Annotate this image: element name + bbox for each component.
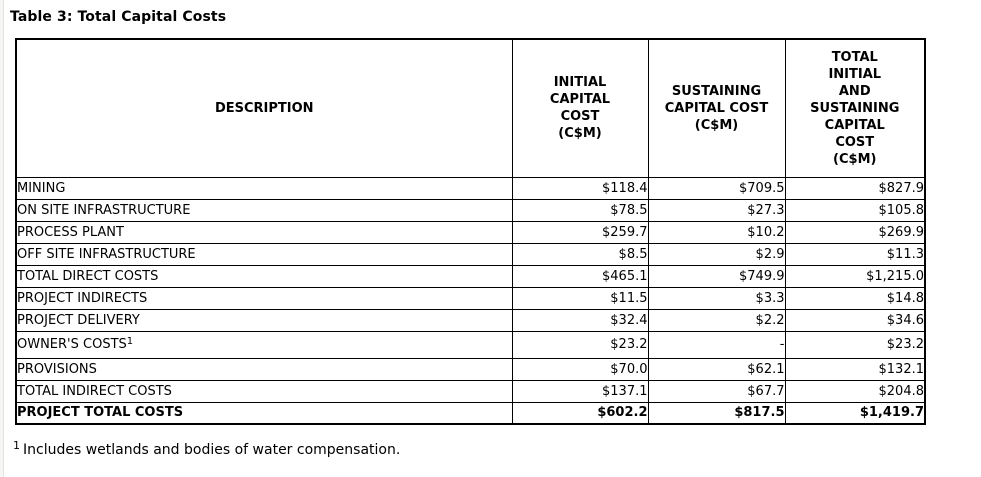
sustaining-cost-value: $2.9: [647, 242, 786, 266]
row-description: OFF SITE INFRASTRUCTURE: [15, 242, 513, 266]
row-description: TOTAL INDIRECT COSTS: [15, 379, 513, 403]
row-description: OWNER'S COSTS1: [15, 330, 513, 359]
row-description: PROJECT DELIVERY: [15, 308, 513, 332]
footnote-reference-mark: 1: [126, 336, 134, 347]
row-description: MINING: [15, 176, 513, 200]
initial-cost-value: $8.5: [511, 242, 649, 266]
sustaining-cost-value: $749.9: [647, 264, 786, 288]
initial-cost-value: $259.7: [511, 220, 649, 244]
sustaining-cost-value: $709.5: [647, 176, 786, 200]
row-description: TOTAL DIRECT COSTS: [15, 264, 513, 288]
total-cost-value: $204.8: [784, 379, 926, 403]
initial-cost-value: $32.4: [511, 308, 649, 332]
row-description: PROJECT INDIRECTS: [15, 286, 513, 310]
initial-cost-value: $137.1: [511, 379, 649, 403]
table-row-total-indirect-costs: TOTAL INDIRECT COSTS $137.1 $67.7 $204.8: [15, 379, 926, 403]
header-row: DESCRIPTION INITIAL CAPITAL COST (C$M) S…: [15, 38, 926, 178]
row-description: PROJECT TOTAL COSTS: [15, 401, 513, 425]
sustaining-cost-value: $27.3: [647, 198, 786, 222]
sustaining-cost-value: $62.1: [647, 357, 786, 381]
total-cost-value: $1,215.0: [784, 264, 926, 288]
initial-cost-value: $11.5: [511, 286, 649, 310]
total-cost-value: $34.6: [784, 308, 926, 332]
page-left-edge-strip: [0, 0, 4, 477]
sustaining-cost-value: $817.5: [647, 401, 786, 425]
table-row-off-site-infrastructure: OFF SITE INFRASTRUCTURE $8.5 $2.9 $11.3: [15, 242, 926, 266]
table-title: Table 3: Total Capital Costs: [10, 9, 227, 25]
total-capital-costs-table: DESCRIPTION INITIAL CAPITAL COST (C$M) S…: [15, 38, 926, 425]
initial-cost-value: $118.4: [511, 176, 649, 200]
total-cost-value: $11.3: [784, 242, 926, 266]
table-row-project-indirects: PROJECT INDIRECTS $11.5 $3.3 $14.8: [15, 286, 926, 310]
total-cost-value: $1,419.7: [784, 401, 926, 425]
table-row-on-site-infrastructure: ON SITE INFRASTRUCTURE $78.5 $27.3 $105.…: [15, 198, 926, 222]
header-description: DESCRIPTION: [15, 38, 513, 178]
header-initial-capital-cost: INITIAL CAPITAL COST (C$M): [511, 38, 649, 178]
footnote-text: Includes wetlands and bodies of water co…: [23, 442, 401, 458]
table-row-total-direct-costs: TOTAL DIRECT COSTS $465.1 $749.9 $1,215.…: [15, 264, 926, 288]
row-description: PROCESS PLANT: [15, 220, 513, 244]
sustaining-cost-value: $10.2: [647, 220, 786, 244]
total-cost-value: $132.1: [784, 357, 926, 381]
sustaining-cost-value: $2.2: [647, 308, 786, 332]
table-row-provisions: PROVISIONS $70.0 $62.1 $132.1: [15, 357, 926, 381]
footnote: 1 Includes wetlands and bodies of water c…: [13, 439, 981, 458]
table-row-mining: MINING $118.4 $709.5 $827.9: [15, 176, 926, 200]
total-cost-value: $14.8: [784, 286, 926, 310]
row-description: ON SITE INFRASTRUCTURE: [15, 198, 513, 222]
owners-costs-label: OWNER'S COSTS: [17, 337, 127, 352]
sustaining-cost-value: -: [647, 330, 786, 359]
total-cost-value: $269.9: [784, 220, 926, 244]
sustaining-cost-value: $67.7: [647, 379, 786, 403]
initial-cost-value: $70.0: [511, 357, 649, 381]
total-cost-value: $23.2: [784, 330, 926, 359]
total-cost-value: $105.8: [784, 198, 926, 222]
sustaining-cost-value: $3.3: [647, 286, 786, 310]
table-row-process-plant: PROCESS PLANT $259.7 $10.2 $269.9: [15, 220, 926, 244]
table-row-owners-costs: OWNER'S COSTS1 $23.2 - $23.2: [15, 330, 926, 359]
initial-cost-value: $602.2: [511, 401, 649, 425]
table-row-project-total-costs: PROJECT TOTAL COSTS $602.2 $817.5 $1,419…: [15, 401, 926, 425]
header-total-capital-cost: TOTAL INITIAL AND SUSTAINING CAPITAL COS…: [784, 38, 926, 178]
footnote-marker: 1: [13, 439, 20, 452]
initial-cost-value: $78.5: [511, 198, 649, 222]
table-row-project-delivery: PROJECT DELIVERY $32.4 $2.2 $34.6: [15, 308, 926, 332]
header-sustaining-capital-cost: SUSTAINING CAPITAL COST (C$M): [647, 38, 786, 178]
total-cost-value: $827.9: [784, 176, 926, 200]
initial-cost-value: $465.1: [511, 264, 649, 288]
initial-cost-value: $23.2: [511, 330, 649, 359]
row-description: PROVISIONS: [15, 357, 513, 381]
